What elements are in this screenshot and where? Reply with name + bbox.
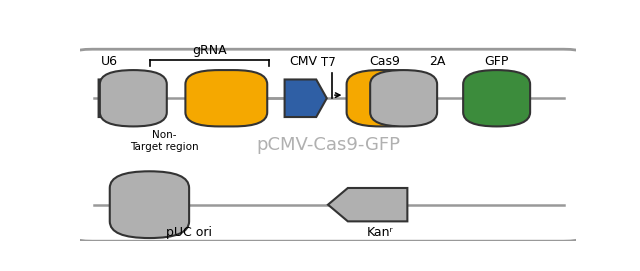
Text: Cas9: Cas9 <box>370 55 401 68</box>
Text: CMV: CMV <box>289 55 317 68</box>
Text: Non-
Target region: Non- Target region <box>130 130 198 152</box>
FancyBboxPatch shape <box>463 70 530 126</box>
Polygon shape <box>328 188 407 221</box>
Text: T7: T7 <box>321 56 335 69</box>
Text: gRNA: gRNA <box>193 44 227 57</box>
FancyBboxPatch shape <box>110 171 189 238</box>
Text: GFP: GFP <box>484 55 509 68</box>
Polygon shape <box>99 79 146 117</box>
FancyBboxPatch shape <box>370 70 437 126</box>
FancyBboxPatch shape <box>100 70 167 126</box>
Text: pUC ori: pUC ori <box>166 225 212 238</box>
Text: pCMV-Cas9-GFP: pCMV-Cas9-GFP <box>256 136 400 154</box>
FancyBboxPatch shape <box>186 70 268 126</box>
Text: U6: U6 <box>101 55 118 68</box>
Text: 2A: 2A <box>429 55 445 68</box>
Polygon shape <box>285 79 327 117</box>
FancyBboxPatch shape <box>347 70 424 126</box>
Text: Kanʳ: Kanʳ <box>367 225 394 238</box>
